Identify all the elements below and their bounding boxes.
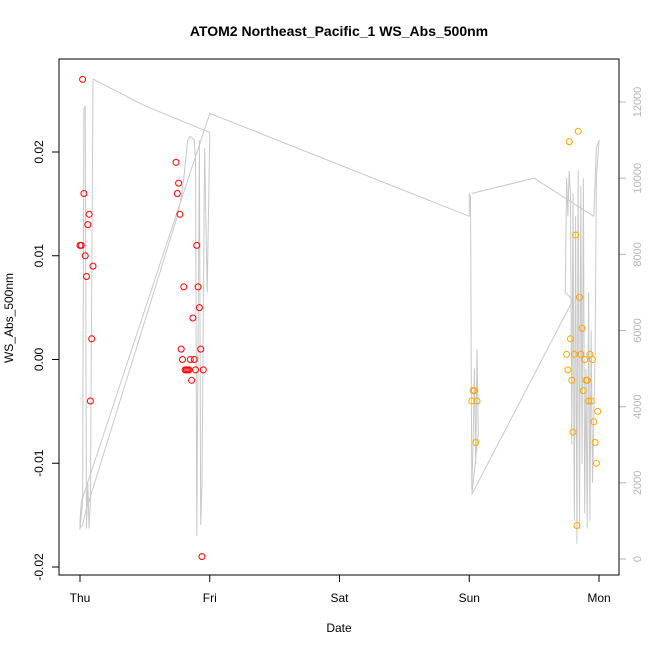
x-axis-label: Date	[326, 621, 352, 635]
data-point-s1-14	[574, 127, 582, 135]
data-point-s1-24	[587, 397, 595, 405]
data-point-s0-22	[186, 356, 194, 363]
background-line-layer	[79, 78, 600, 544]
data-point-s1-4	[473, 397, 481, 405]
x-tick-label-4: Mon	[587, 591, 610, 605]
y2-tick-label-6: 12000	[632, 87, 644, 118]
data-point-s0-28	[194, 283, 202, 291]
data-point-s0-6	[84, 221, 92, 229]
y2-tick-label-5: 10000	[632, 163, 644, 194]
data-point-s0-26	[192, 366, 199, 374]
data-point-s0-17	[180, 283, 188, 291]
points-layer	[76, 75, 602, 561]
data-point-s0-29	[195, 304, 203, 312]
x-tick-label-3: Sun	[459, 591, 480, 605]
data-point-s0-15	[177, 345, 185, 353]
x-tick-label-0: Thu	[70, 591, 91, 605]
y-axis-label: WS_Abs_500nm	[2, 273, 16, 363]
data-point-s0-14	[176, 210, 184, 218]
background-series-line	[79, 78, 600, 544]
data-point-s1-8	[567, 335, 574, 343]
data-point-s0-2	[79, 75, 87, 83]
data-point-s1-7	[565, 138, 573, 146]
data-point-s1-17	[578, 324, 586, 332]
data-point-s1-27	[591, 439, 599, 446]
y-tick-label-1: -0.01	[32, 449, 46, 477]
y2-tick-label-4: 8000	[632, 242, 644, 266]
y-tick-label-4: 0.02	[32, 140, 46, 164]
data-point-s0-1	[77, 241, 85, 249]
data-point-s1-6	[564, 366, 572, 374]
data-point-s0-23	[188, 376, 196, 384]
data-point-s0-12	[173, 190, 181, 197]
plot-frame	[58, 58, 620, 576]
data-point-s0-32	[199, 366, 207, 374]
data-point-s1-2	[470, 387, 478, 395]
data-point-s1-0	[468, 397, 476, 405]
data-point-s0-4	[81, 252, 89, 260]
chart-title: ATOM2 Northeast_Pacific_1 WS_Abs_500nm	[190, 23, 488, 39]
data-point-s0-16	[179, 356, 186, 363]
data-point-s1-13	[573, 522, 581, 529]
data-point-s0-27	[193, 241, 201, 249]
data-point-s1-22	[585, 397, 593, 405]
data-point-s1-19	[581, 356, 589, 363]
y2-tick-label-2: 4000	[632, 394, 644, 418]
data-point-s0-8	[86, 397, 94, 405]
y2-tick-label-3: 6000	[632, 318, 644, 342]
data-point-s1-25	[589, 356, 596, 363]
data-point-s0-31	[198, 553, 206, 561]
data-point-s1-28	[592, 459, 600, 467]
x-tick-label-2: Sat	[330, 591, 349, 605]
y-tick-label-2: 0.00	[32, 347, 46, 371]
data-point-s0-25	[190, 356, 198, 363]
data-point-s0-24	[189, 314, 197, 322]
x-tick-label-1: Fri	[203, 591, 217, 605]
data-point-s0-13	[175, 179, 183, 187]
y2-tick-label-1: 2000	[632, 471, 644, 495]
data-point-s0-5	[83, 273, 90, 280]
data-point-s1-5	[563, 350, 571, 358]
data-point-s1-10	[569, 428, 577, 436]
data-point-s1-18	[579, 387, 587, 395]
data-point-s0-10	[89, 262, 97, 270]
data-point-s0-3	[80, 190, 88, 197]
data-point-s1-3	[472, 439, 480, 446]
data-point-s1-26	[590, 418, 598, 426]
data-point-s0-11	[172, 158, 180, 166]
data-point-s1-16	[577, 350, 585, 358]
y2-tick-label-0: 0	[632, 556, 644, 562]
data-point-s0-30	[197, 345, 205, 353]
y-tick-label-0: -0.02	[32, 553, 46, 581]
data-point-s0-9	[88, 335, 96, 343]
data-point-s1-9	[568, 376, 576, 384]
data-point-s1-21	[583, 376, 591, 384]
y-tick-label-3: 0.01	[32, 244, 46, 268]
data-point-s1-12	[572, 231, 580, 239]
data-point-s0-7	[85, 210, 93, 218]
data-point-s1-29	[594, 407, 602, 415]
data-point-s1-15	[576, 293, 583, 301]
